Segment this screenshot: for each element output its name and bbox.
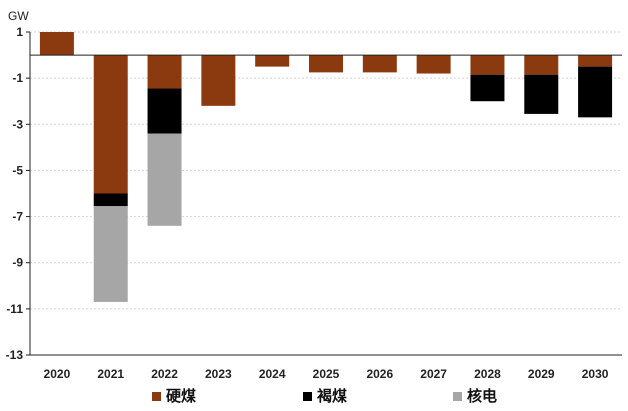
y-tick-labels: 1 -1 -3 -5 -7 -9 -11 -13: [6, 25, 24, 362]
x-tick-label: 2021: [97, 367, 124, 381]
x-tick-label: 2024: [259, 367, 286, 381]
bar-硬煤-2030: [578, 55, 613, 67]
x-tick-label: 2023: [205, 367, 232, 381]
bar-硬煤-2028: [470, 55, 505, 75]
y-tick-label: -5: [12, 163, 23, 177]
y-tick-label: -9: [12, 256, 23, 270]
legend-label-硬煤: 硬煤: [166, 387, 196, 405]
y-tick-label: 1: [16, 25, 23, 39]
x-tick-label: 2022: [151, 367, 178, 381]
bar-硬煤-2023: [201, 55, 236, 106]
bars: [39, 32, 613, 302]
y-tick-label: -13: [6, 348, 24, 362]
y-tick-label: -3: [12, 117, 23, 131]
bar-硬煤-2029: [524, 55, 559, 75]
x-tick-label: 2026: [366, 367, 393, 381]
legend-label-核电: 核电: [467, 387, 497, 405]
bar-硬煤-2021: [93, 55, 128, 194]
y-tick-label: -7: [12, 210, 23, 224]
bar-核电-2021: [93, 206, 128, 302]
legend-label-褐煤: 褐煤: [316, 387, 347, 405]
bar-褐煤-2030: [578, 66, 613, 118]
bar-硬煤-2026: [362, 55, 397, 73]
y-unit-label: GW: [8, 9, 29, 23]
bar-硬煤-2024: [255, 55, 290, 67]
legend-swatch-核电: [453, 392, 462, 401]
legend-swatch-褐煤: [303, 392, 312, 401]
x-tick-label: 2020: [44, 367, 71, 381]
y-tick-label: -1: [12, 71, 23, 85]
bar-褐煤-2029: [524, 74, 559, 114]
x-tick-label: 2030: [582, 367, 609, 381]
bar-硬煤-2022: [147, 55, 182, 89]
bar-褐煤-2022: [147, 88, 182, 134]
axes: [26, 31, 622, 356]
legend-swatch-硬煤: [152, 392, 161, 401]
bar-硬煤-2027: [416, 55, 451, 74]
y-tick-label: -11: [6, 302, 23, 316]
bar-硬煤-2020: [39, 32, 74, 56]
bar-硬煤-2025: [309, 55, 343, 73]
legend: 硬煤 褐煤 核电: [152, 387, 497, 405]
bar-褐煤-2021: [93, 193, 128, 207]
x-tick-label: 2029: [528, 367, 555, 381]
x-tick-label: 2028: [474, 367, 501, 381]
x-tick-label: 2025: [313, 367, 340, 381]
x-tick-label: 2027: [420, 367, 447, 381]
bar-核电-2022: [147, 133, 182, 226]
bar-褐煤-2028: [470, 74, 505, 102]
x-tick-labels: 2020 2021 2022 2023 2024 2025 2026 2027 2028 2029…: [44, 367, 609, 381]
